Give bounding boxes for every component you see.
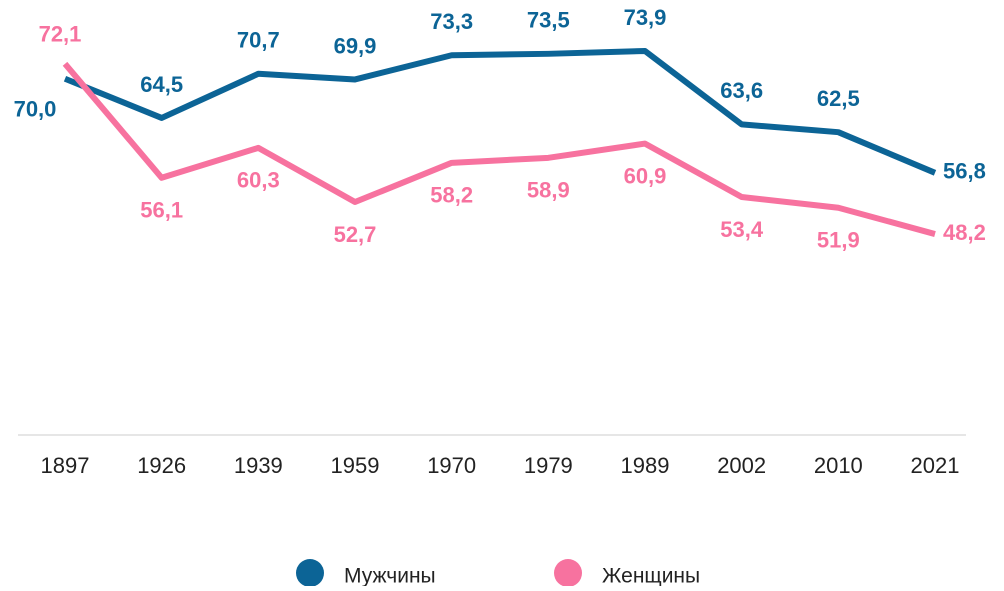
data-label: 73,5 [527,8,570,33]
data-label: 72,1 [39,22,82,47]
line-series [62,61,936,237]
x-tick-label: 1897 [41,453,90,478]
legend-label: Женщины [602,565,700,586]
data-label: 53,4 [720,217,764,242]
x-tick-label: 1979 [524,453,573,478]
data-label: 56,1 [140,198,183,223]
data-label: 64,5 [140,72,183,97]
data-label: 56,8 [943,159,986,184]
data-label: 63,6 [720,78,763,103]
data-label: 60,9 [624,163,667,188]
data-label: 70,7 [237,28,280,53]
x-tick-label: 1939 [234,453,283,478]
x-tick-label: 1989 [621,453,670,478]
data-label: 69,9 [334,33,377,58]
data-label: 73,3 [430,9,473,34]
data-label: 70,0 [14,97,57,122]
data-label: 62,5 [817,86,860,111]
x-tick-label: 1926 [137,453,186,478]
legend-marker [554,559,582,587]
line-series [63,47,937,176]
data-label: 48,2 [943,220,986,245]
data-label: 60,3 [237,168,280,193]
x-tick-label: 2002 [717,453,766,478]
data-label: 73,9 [624,5,667,30]
data-label: 58,2 [430,183,473,208]
x-tick-label: 2010 [814,453,863,478]
data-label: 58,9 [527,178,570,203]
legend-marker [296,559,324,587]
x-tick-label: 1970 [427,453,476,478]
legend-label: Мужчины [344,565,436,586]
x-tick-label: 1959 [331,453,380,478]
data-label: 51,9 [817,228,860,253]
x-tick-label: 2021 [911,453,960,478]
data-label: 52,7 [334,222,377,247]
